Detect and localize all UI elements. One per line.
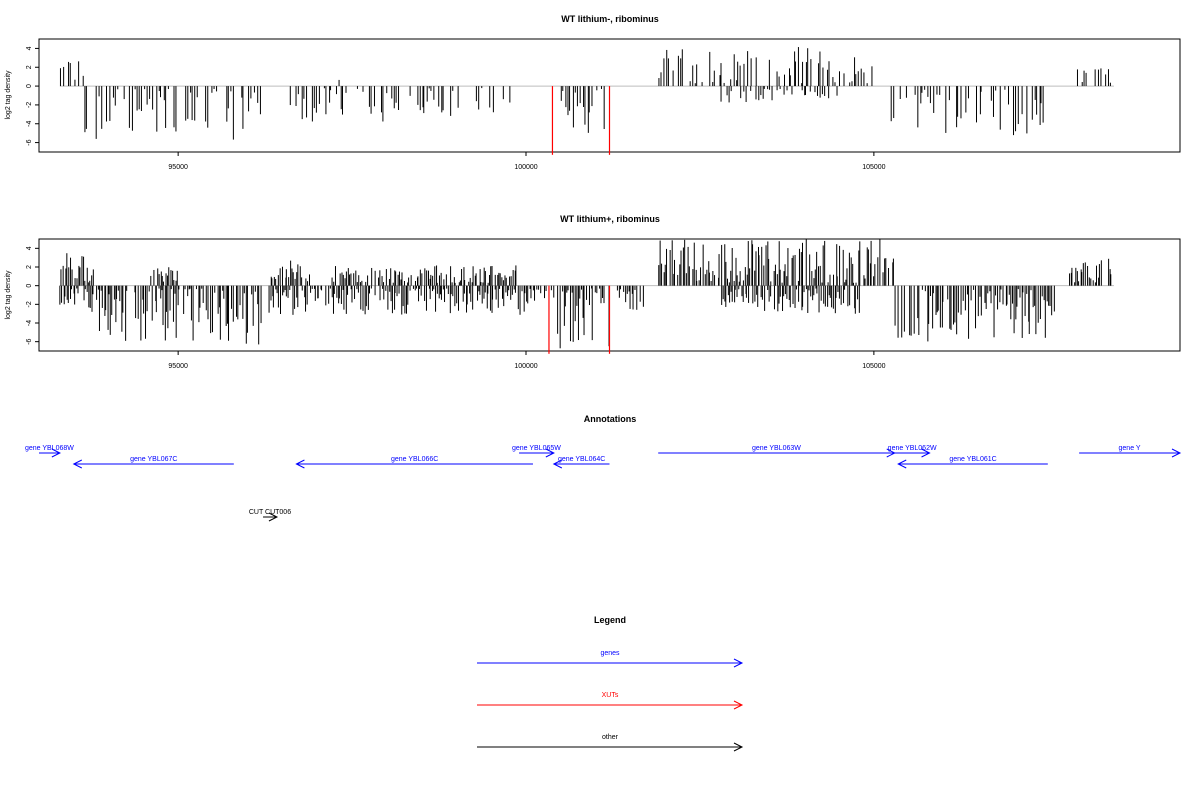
density-bars: [59, 47, 1111, 140]
track2-title: WT lithium+, ribominus: [560, 214, 660, 224]
y-tick-label: -6: [26, 139, 33, 145]
gene-arrow: [552, 459, 610, 469]
x-tick-label: 95000: [168, 164, 188, 171]
y-tick-label: 0: [26, 284, 33, 288]
y-tick-label: -2: [26, 301, 33, 307]
y-tick-label: -4: [26, 121, 33, 127]
gene-arrow: [39, 448, 61, 458]
y-tick-label: -4: [26, 320, 33, 326]
track1-title: WT lithium-, ribominus: [561, 14, 659, 24]
x-tick-label: 105000: [862, 164, 885, 171]
gene-label: gene YBL062W: [888, 445, 937, 452]
legend-label: XUTs: [602, 692, 619, 699]
y-tick-label: 2: [26, 65, 33, 69]
annotation-features: gene YBL068W gene YBL067C gene YBL066C gene…: [25, 445, 1182, 522]
gene-arrow: [1079, 448, 1182, 458]
other-arrow: [263, 512, 279, 522]
gene-arrow: [894, 448, 931, 458]
density-bars: [59, 239, 1112, 349]
track1-ylabel: log2 tag density: [5, 70, 12, 120]
track-lithium-minus: WT lithium-, ribominus log2 tag density …: [5, 14, 1181, 171]
track1-plot: -6 -4 -2 0 2 4 95000 100000 105000: [26, 38, 1181, 171]
gene-arrow: [897, 459, 1048, 469]
gene-arrow: [295, 459, 533, 469]
y-tick-label: 4: [26, 246, 33, 250]
annotations-title: Annotations: [584, 414, 637, 424]
x-tick-label: 105000: [862, 363, 885, 370]
y-tick-label: -2: [26, 102, 33, 108]
legend-label: other: [602, 734, 619, 741]
y-tick-label: 4: [26, 46, 33, 50]
track2-ylabel: log2 tag density: [5, 270, 12, 320]
gene-label: gene YBL067C: [130, 456, 177, 463]
gene-label: gene YBL065W: [512, 445, 561, 452]
gene-arrow: [519, 448, 555, 458]
legend-title: Legend: [594, 615, 626, 625]
legend-panel: Legend genes XUTs other: [477, 615, 744, 752]
gene-label: gene YBL064C: [558, 456, 605, 463]
y-tick-label: -6: [26, 338, 33, 344]
legend-items: genes XUTs other: [477, 650, 744, 752]
legend-arrow: [477, 658, 744, 668]
gene-label: gene Y: [1119, 445, 1141, 452]
legend-label: genes: [600, 650, 620, 657]
gene-label: gene YBL066C: [391, 456, 438, 463]
legend-arrow: [477, 742, 744, 752]
x-tick-label: 100000: [514, 164, 537, 171]
track2-plot: -6 -4 -2 0 2 4 95000 100000 105000: [26, 238, 1181, 370]
gene-arrow: [72, 459, 234, 469]
y-tick-label: 0: [26, 84, 33, 88]
other-label: CUT CUT006: [249, 509, 291, 516]
x-tick-label: 100000: [514, 363, 537, 370]
x-tick-label: 95000: [168, 363, 188, 370]
y-tick-label: 2: [26, 265, 33, 269]
legend-arrow: [477, 700, 744, 710]
gene-label: gene YBL063W: [752, 445, 801, 452]
track-lithium-plus: WT lithium+, ribominus log2 tag density …: [5, 214, 1181, 370]
gene-label: gene YBL068W: [25, 445, 74, 452]
gene-label: gene YBL061C: [949, 456, 996, 463]
